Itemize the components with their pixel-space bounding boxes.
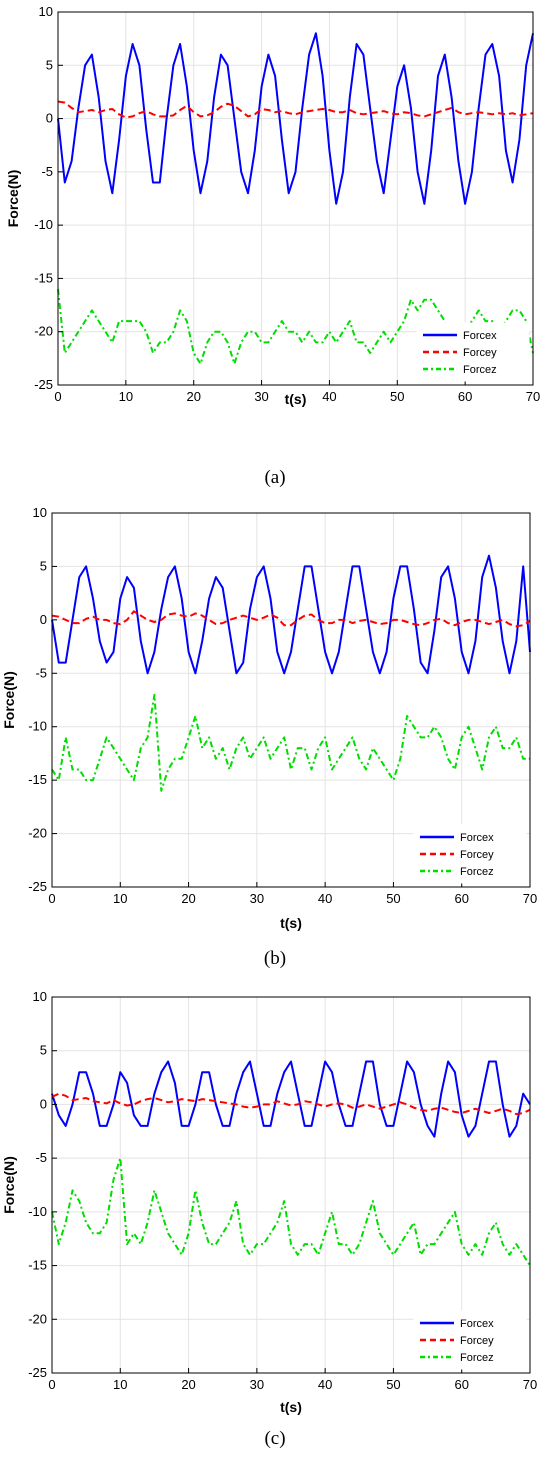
legend-label-forcey: Forcey xyxy=(463,347,497,359)
grid-a xyxy=(57,11,534,386)
y-tick-label: 10 xyxy=(39,4,53,19)
x-tick-label: 30 xyxy=(254,389,268,404)
y-axis-label-c: Force(N) xyxy=(1,1156,17,1214)
x-tick-label: 40 xyxy=(318,891,332,906)
x-tick-label: 60 xyxy=(454,1377,468,1392)
axes-frame-b xyxy=(51,512,531,888)
y-tick-label: -25 xyxy=(28,1365,47,1380)
series-line-forcez-b xyxy=(51,693,530,792)
x-tick-label: 50 xyxy=(386,1377,400,1392)
chart-panel-a: 0 10 20 30 40 50 60 70 10 5 0 -5 -10 -15 -20 -25 t(s) For… xyxy=(0,0,550,415)
y-tick-label: -10 xyxy=(28,1204,47,1219)
x-tick-label: 70 xyxy=(523,1377,537,1392)
x-tick-label: 20 xyxy=(181,1377,195,1392)
legend-a: Forcex Forcey Forcez xyxy=(416,322,530,382)
x-axis-label-c: t(s) xyxy=(280,1399,302,1415)
chart-panel-c: 0 10 20 30 40 50 60 70 10 5 0 -5 -10 -15 -20 -25 t(s) For… xyxy=(0,985,550,1425)
y-axis-label-a: Force(N) xyxy=(5,170,21,228)
series-line-forcex-c xyxy=(51,1060,531,1138)
legend-label-forcez: Forcez xyxy=(460,1352,494,1364)
y-tick-label: -15 xyxy=(28,772,47,787)
y-tick-label: 10 xyxy=(33,989,47,1004)
x-tick-label: 10 xyxy=(113,891,127,906)
chart-a-svg: 0 10 20 30 40 50 60 701050-5-10-15-20-25t(s)For… xyxy=(5,4,540,407)
y-tick-label: -15 xyxy=(34,270,53,285)
x-tick-label: 50 xyxy=(390,389,404,404)
x-tick-label: 0 xyxy=(48,1377,55,1392)
legend-label-forcey: Forcey xyxy=(460,849,494,861)
y-tick-label: -5 xyxy=(35,1150,47,1165)
y-tick-label: 5 xyxy=(40,1043,47,1058)
y-tick-label: 5 xyxy=(40,558,47,573)
y-axis-label-b: Force(N) xyxy=(1,671,17,729)
x-tick-label: 20 xyxy=(186,389,200,404)
caption-a: (a) xyxy=(264,467,286,488)
series-line-forcey-b xyxy=(51,610,531,628)
x-tick-label: 50 xyxy=(386,891,400,906)
caption-b: (b) xyxy=(263,948,287,969)
x-tick-label: 40 xyxy=(318,1377,332,1392)
x-tick-label: 10 xyxy=(119,389,133,404)
x-tick-label: 30 xyxy=(250,1377,264,1392)
y-tick-label: 0 xyxy=(40,612,47,627)
legend-label-forcez: Forcez xyxy=(460,866,494,878)
y-tick-label: 0 xyxy=(46,111,53,126)
y-tick-label: -20 xyxy=(28,1311,47,1326)
y-tick-label: -20 xyxy=(34,324,53,339)
x-axis-label-a: t(s) xyxy=(285,391,307,407)
y-tick-label: -5 xyxy=(35,665,47,680)
legend-label-forcex: Forcex xyxy=(460,832,494,844)
chart-b-svg: 0 10 20 30 40 50 60 701050-5-10-15-20-25t(s)For… xyxy=(1,505,537,931)
x-tick-label: 60 xyxy=(458,389,472,404)
series-line-forcex-b xyxy=(51,554,531,675)
y-tick-label: -10 xyxy=(34,217,53,232)
y-tick-label: 5 xyxy=(46,57,53,72)
x-tick-label: 0 xyxy=(48,891,55,906)
y-tick-label: -10 xyxy=(28,719,47,734)
y-tick-label: 10 xyxy=(33,505,47,520)
series-line-forcey-a xyxy=(57,100,534,119)
legend-label-forcey: Forcey xyxy=(460,1335,494,1347)
x-tick-label: 70 xyxy=(523,891,537,906)
y-tick-label: -15 xyxy=(28,1258,47,1273)
legend-label-forcex: Forcex xyxy=(460,1318,494,1330)
legend-c: Forcex Forcey Forcez xyxy=(413,1310,527,1370)
series-line-forcez-c xyxy=(51,1157,531,1267)
y-tick-label: -25 xyxy=(28,879,47,894)
series-line-forcex-a xyxy=(57,32,534,205)
y-tick-label: -5 xyxy=(41,164,53,179)
y-tick-label: -25 xyxy=(34,377,53,392)
chart-panel-b: 0 10 20 30 40 50 60 70 10 5 0 -5 -10 -15 -20 -25 t(s) For… xyxy=(0,500,550,940)
chart-c-svg: 0 10 20 30 40 50 60 701050-5-10-15-20-25t(s)For… xyxy=(1,989,537,1415)
x-tick-label: 40 xyxy=(322,389,336,404)
x-axis-label-b: t(s) xyxy=(280,915,302,931)
axes-frame-a xyxy=(57,11,534,386)
x-tick-label: 20 xyxy=(181,891,195,906)
x-tick-label: 60 xyxy=(454,891,468,906)
caption-c: (c) xyxy=(264,1428,286,1449)
x-tick-label: 0 xyxy=(54,389,61,404)
y-tick-label: -20 xyxy=(28,826,47,841)
x-tick-label: 70 xyxy=(526,389,540,404)
x-tick-label: 30 xyxy=(250,891,264,906)
axes-frame-c xyxy=(51,996,531,1374)
legend-label-forcez: Forcez xyxy=(463,364,497,376)
legend-label-forcex: Forcex xyxy=(463,330,497,342)
legend-b: Forcex Forcey Forcez xyxy=(413,824,527,884)
x-tick-label: 10 xyxy=(113,1377,127,1392)
y-tick-label: 0 xyxy=(40,1096,47,1111)
